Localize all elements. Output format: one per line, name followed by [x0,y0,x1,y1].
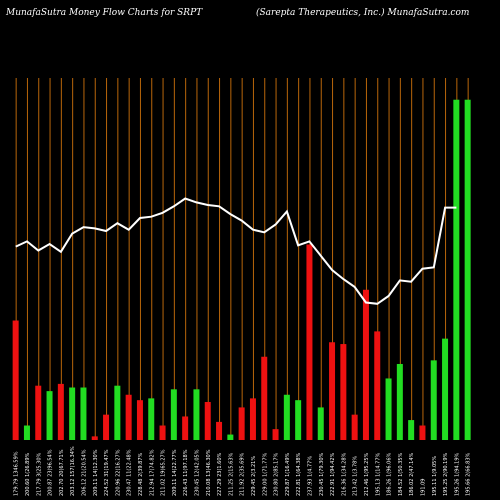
money-flow-bar [362,289,369,440]
money-flow-bar [80,387,87,440]
money-flow-bar [272,429,279,440]
x-tick-label: 217.79 3(25.30% [36,452,42,496]
money-flow-bar [182,416,189,440]
money-flow-bar [193,389,200,440]
money-flow-bar [249,398,256,440]
money-flow-bar [103,414,110,440]
x-tick-label: 195.66 2(66.83% [466,452,472,496]
money-flow-bar [351,414,358,440]
money-flow-bar [12,320,19,440]
x-tick-label: 230.45 1(79.30% [319,452,325,496]
money-flow-bar [204,401,211,440]
x-tick-label: 224.52 31(19.47% [104,449,110,496]
money-flow-bar [408,420,415,440]
money-flow-bar [295,400,302,440]
x-tick-label: 210.08 13(46.30% [206,449,212,496]
x-tick-label: 200.60 1(26.89% [25,452,31,496]
money-flow-bar [329,342,336,440]
x-tick-label: 216.36 1(34.28% [341,452,347,496]
money-flow-bar [57,383,64,440]
x-tick-label: 209.11 14(12.30% [93,449,99,496]
x-tick-label: 212.46 1(95.25% [364,452,370,496]
money-flow-bar [419,425,426,440]
chart-subtitle: (Sarepta Therapeutics, Inc.) MunafaSutra… [256,8,470,18]
money-flow-bar [159,425,166,440]
money-flow-bar [23,425,30,440]
money-flow-bar [374,331,381,440]
x-tick-label: 191.09 [420,479,426,497]
money-flow-bar [317,407,324,440]
money-flow-bar [91,436,98,440]
x-tick-label: 206.12 21(20.54% [81,449,87,496]
x-tick-label: 227.29 23(1.60% [217,452,223,496]
x-tick-label: 195.25 2(90.19% [443,452,449,496]
x-tick-label: 200.87 23(96.54% [48,449,54,496]
x-tick-label: 211.02 19(65.27% [161,449,167,496]
x-tick-label: 230.45 12(42.05% [194,449,200,496]
x-tick-label: 211.25 2(15.63% [228,452,234,496]
money-flow-bar [283,394,290,440]
money-flow-bar [35,385,42,440]
x-tick-label: 228.48 2(39.87% [138,452,144,496]
money-flow-bar [453,99,460,440]
x-tick-label: 230.80 2(85.17% [274,452,280,496]
money-flow-bar [261,356,268,440]
x-tick-label: 229.45 2(3.21% [251,456,257,496]
money-flow-bar [46,391,53,440]
money-flow-bar [430,360,437,440]
money-flow-bar [148,398,155,440]
money-flow-bar [114,385,121,440]
x-tick-label: 202.70 20(67.71% [59,449,65,496]
money-flow-bar [69,387,76,440]
x-tick-label: 220.96 22(16.27% [115,449,121,496]
x-tick-label: 226.43 11(97.18% [183,449,189,496]
x-tick-label: 212.94 17(74.82% [149,449,155,496]
x-tick-label: 195.26 1(94.19% [454,452,460,496]
x-tick-label: 195.13 1(14.77% [375,452,381,496]
money-flow-bar [396,363,403,440]
money-flow-bar [442,338,449,440]
x-tick-label: 209.11 14(22.77% [172,449,178,496]
money-flow-bar [170,389,177,440]
x-tick-label: 179.79 1346.59% [14,451,20,496]
money-flow-bar [306,244,313,440]
money-flow-bar [125,394,132,440]
x-tick-label: 237.93 1(4.77% [307,456,313,496]
x-tick-label: 203.12 157(16.34% [70,446,76,496]
x-tick-label: 186.02 2(47.14% [409,452,415,496]
money-flow-bar [216,421,223,440]
x-tick-label: 229.87 1(16.49% [285,452,291,496]
money-flow-bar [238,407,245,440]
money-flow-bar [136,400,143,440]
money-flow-bar [227,434,234,440]
x-tick-label: 211.92 2(35.69% [240,452,246,496]
price-line [15,197,457,305]
x-tick-label: 229.00 1(71.77% [262,452,268,496]
x-tick-label: 222.91 1(94.42% [330,452,336,496]
x-tick-label: 186.26 1(96.06% [387,452,393,496]
x-tick-label: 213.42 1(3.78% [353,456,359,496]
money-flow-bar [464,99,471,440]
chart-title: MunafaSutra Money Flow Charts for SRPT [6,8,203,18]
x-tick-label: 184.52 1(50.35% [398,452,404,496]
money-flow-bar [385,378,392,440]
money-flow-bar [340,344,347,440]
x-tick-label: 222.81 1(64.38% [296,452,302,496]
x-tick-label: 195.11 1(9.05% [432,456,438,496]
x-tick-label: 230.47 11(22.48% [127,449,133,496]
